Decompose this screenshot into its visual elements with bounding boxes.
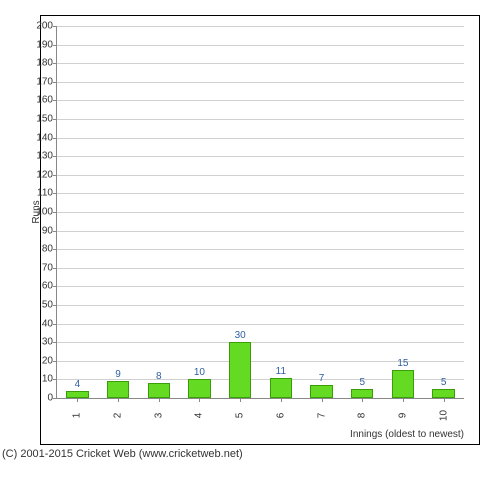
bar-value-label: 30 (235, 330, 246, 341)
x-axis-label: Innings (oldest to newest) (350, 429, 464, 440)
x-tick-mark (322, 398, 323, 402)
x-tick-label: 1 (72, 413, 83, 419)
bar-value-label: 8 (156, 371, 162, 382)
bar: 7 (310, 385, 332, 398)
y-tick-label: 90 (42, 225, 53, 236)
y-tick-label: 20 (42, 355, 53, 366)
bar-value-label: 11 (276, 366, 286, 377)
bar-value-label: 4 (75, 379, 81, 390)
y-tick-label: 70 (42, 262, 53, 273)
y-tick-label: 200 (36, 21, 53, 32)
y-tick-label: 80 (42, 244, 53, 255)
bar: 4 (66, 391, 88, 398)
y-tick-label: 150 (36, 114, 53, 125)
copyright-text: (C) 2001-2015 Cricket Web (www.cricketwe… (2, 448, 243, 460)
y-tick-label: 180 (36, 58, 53, 69)
bar-value-label: 15 (397, 358, 408, 369)
bar: 30 (229, 342, 251, 398)
bar: 15 (392, 370, 414, 398)
y-tick-label: 140 (36, 132, 53, 143)
y-tick-label: 10 (42, 374, 53, 385)
y-tick-mark (53, 398, 57, 399)
x-tick-mark (281, 398, 282, 402)
x-tick-label: 3 (153, 413, 164, 419)
y-tick-label: 50 (42, 300, 53, 311)
y-tick-label: 60 (42, 281, 53, 292)
x-tick-mark (240, 398, 241, 402)
bar: 10 (188, 379, 210, 398)
y-tick-label: 0 (47, 393, 53, 404)
bar-value-label: 10 (194, 367, 205, 378)
y-tick-label: 40 (42, 318, 53, 329)
x-tick-mark (362, 398, 363, 402)
y-tick-label: 110 (37, 188, 53, 199)
y-tick-label: 30 (42, 337, 53, 348)
bar-value-label: 7 (319, 373, 325, 384)
bar: 8 (148, 383, 170, 398)
bar-value-label: 5 (359, 377, 365, 388)
bar-value-label: 5 (441, 377, 447, 388)
y-tick-label: 100 (36, 207, 53, 218)
x-tick-mark (77, 398, 78, 402)
x-tick-mark (444, 398, 445, 402)
y-tick-label: 170 (36, 76, 53, 87)
x-tick-mark (118, 398, 119, 402)
x-tick-mark (199, 398, 200, 402)
plot-area: Runs 01020304050607080901001101201301401… (56, 26, 464, 399)
y-tick-label: 190 (36, 39, 53, 50)
bars-group: 4 9 8 10 30 11 7 5 15 5 (57, 26, 464, 398)
x-tick-mark (159, 398, 160, 402)
y-tick-label: 120 (36, 169, 53, 180)
bar: 11 (270, 378, 292, 398)
x-tick-mark (403, 398, 404, 402)
bar-value-label: 9 (115, 369, 121, 380)
x-tick-label: 10 (438, 410, 449, 421)
x-tick-label: 6 (275, 413, 286, 419)
x-tick-label: 9 (397, 413, 408, 419)
chart-frame: Runs 01020304050607080901001101201301401… (40, 15, 480, 445)
y-tick-label: 130 (36, 151, 53, 162)
bar: 5 (351, 389, 373, 398)
x-tick-label: 2 (113, 413, 124, 419)
x-tick-label: 8 (357, 413, 368, 419)
bar: 5 (432, 389, 454, 398)
x-tick-label: 5 (235, 413, 246, 419)
y-tick-label: 160 (36, 95, 53, 106)
bar: 9 (107, 381, 129, 398)
x-tick-label: 4 (194, 413, 205, 419)
x-tick-label: 7 (316, 413, 327, 419)
